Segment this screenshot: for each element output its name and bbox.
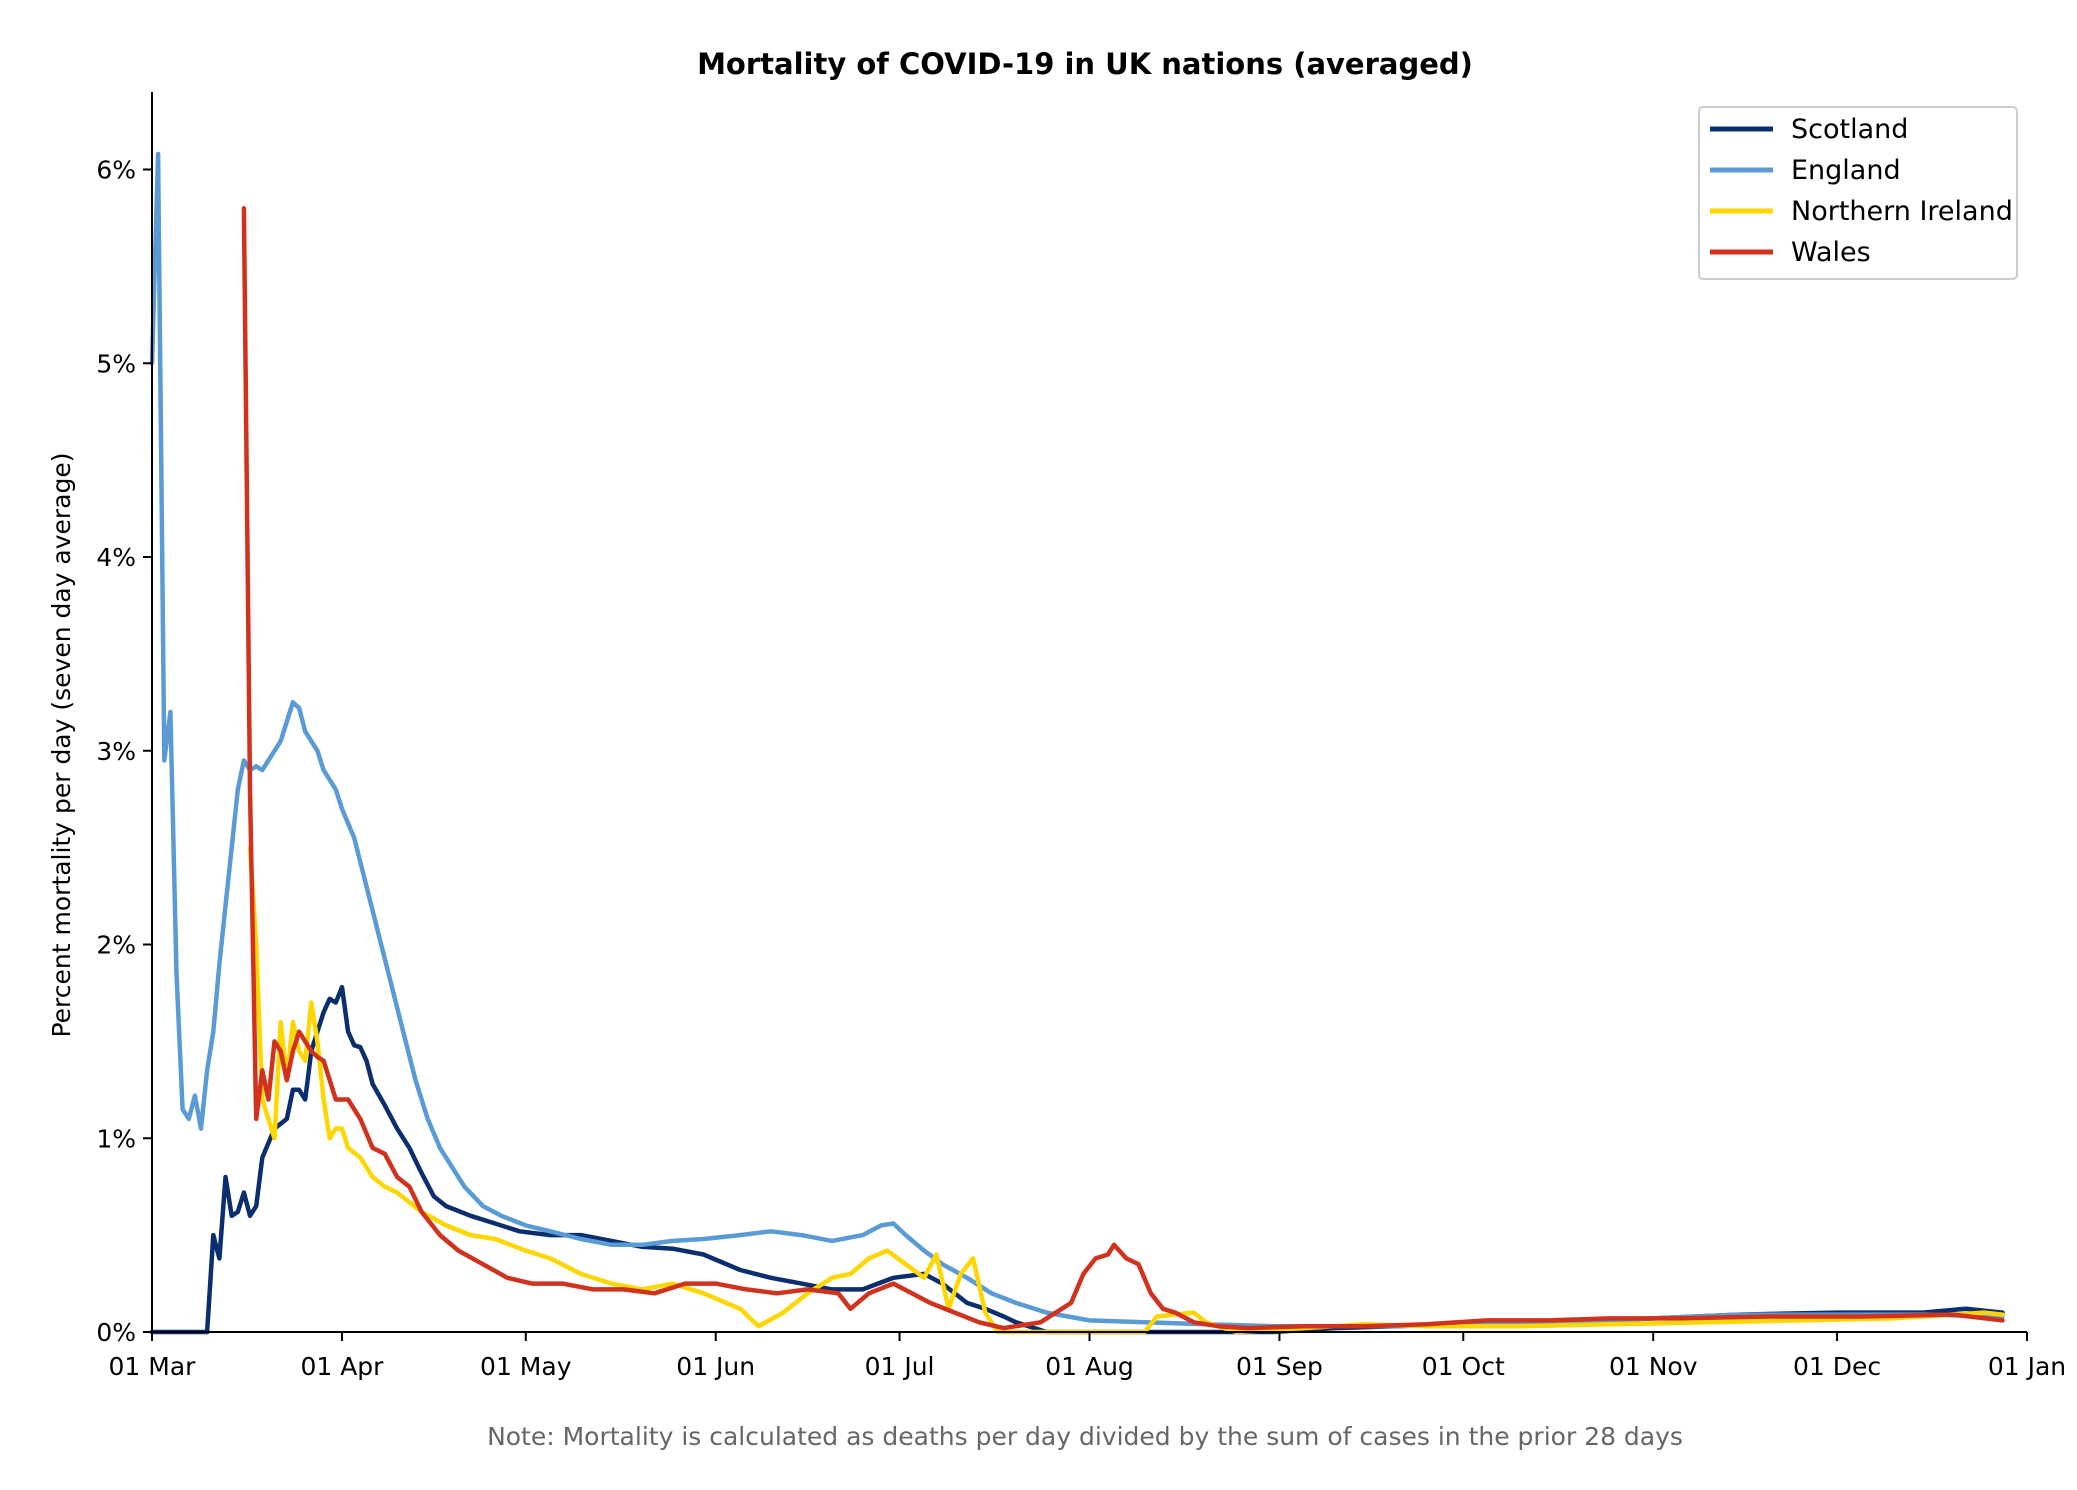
series-line-scotland [149, 984, 2005, 1335]
legend-label: Wales [1791, 237, 1871, 268]
y-tick-label: 2% [96, 931, 136, 960]
x-tick-label: 01 Aug [1045, 1352, 1134, 1381]
legend-label: Scotland [1791, 114, 1908, 145]
legend-frame [1698, 106, 2018, 280]
y-tick-label: 3% [96, 737, 136, 766]
y-tick-label: 0% [96, 1318, 136, 1347]
series-line-england [149, 151, 2005, 1329]
legend-label: England [1791, 155, 1901, 186]
x-tick-label: 01 Jun [676, 1352, 755, 1381]
y-tick-label: 1% [96, 1124, 136, 1153]
y-tick-label: 4% [96, 543, 136, 572]
y-tick-label: 6% [96, 156, 136, 185]
chart-note: Note: Mortality is calculated as deaths … [487, 1422, 1683, 1451]
x-tick-label: 01 Nov [1609, 1352, 1698, 1381]
y-tick-label: 5% [96, 349, 136, 378]
chart-legend: Scotland England Northern Ireland Wales [1698, 106, 2018, 280]
series-line-wales [241, 206, 2005, 1331]
x-tick-label: 01 Oct [1422, 1352, 1505, 1381]
plot-area: 0% 1% 2% 3% 4% 5% 6% 01 Mar 01 Apr 01 May 01 Jun 01… [96, 92, 2066, 1381]
legend-label: Northern Ireland [1791, 196, 2013, 227]
x-tick-label: 01 Jan [1988, 1352, 2066, 1381]
x-tick-label: 01 May [480, 1352, 572, 1381]
x-tick-label: 01 Mar [109, 1352, 197, 1381]
chart-title: Mortality of COVID-19 in UK nations (ave… [697, 47, 1473, 81]
y-axis-label: Percent mortality per day (seven day ave… [47, 452, 76, 1037]
x-tick-label: 01 Dec [1793, 1352, 1881, 1381]
x-tick-label: 01 Apr [300, 1352, 384, 1381]
x-tick-label: 01 Sep [1236, 1352, 1323, 1381]
x-tick-label: 01 Jul [865, 1352, 935, 1381]
